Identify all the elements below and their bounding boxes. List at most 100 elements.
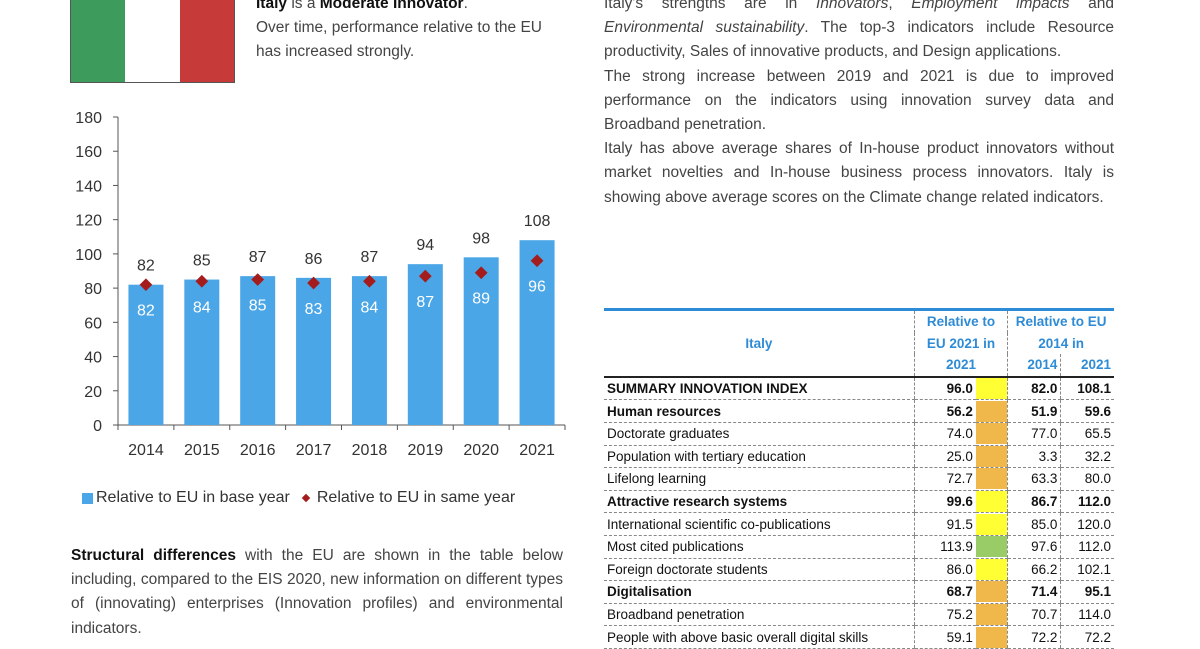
relative-2021-value: 25.0 xyxy=(913,445,976,469)
performance-color-cell xyxy=(975,445,1008,469)
value-2021: 112.0 xyxy=(1060,535,1114,559)
value-2014: 85.0 xyxy=(1007,512,1061,536)
value-2014: 72.2 xyxy=(1007,625,1061,649)
table-row: Most cited publications 113.9 97.6 112.0 xyxy=(604,535,1114,559)
same-year-value-label: 83 xyxy=(305,301,323,318)
innovator-category: Moderate Innovator xyxy=(319,0,464,12)
italy-flag xyxy=(70,0,235,83)
value-2014: 86.7 xyxy=(1007,490,1061,514)
x-tick-label: 2017 xyxy=(296,442,332,459)
value-2014: 3.3 xyxy=(1007,445,1061,469)
bar-value-label: 98 xyxy=(472,230,490,247)
p1-comma: , xyxy=(888,0,912,12)
x-tick-label: 2021 xyxy=(519,442,555,459)
flag-green-stripe xyxy=(71,0,126,82)
x-tick-label: 2015 xyxy=(184,442,220,459)
table-country-header: Italy xyxy=(604,307,915,378)
flag-white-stripe xyxy=(125,0,180,82)
value-2014: 82.0 xyxy=(1007,376,1061,401)
y-tick-label: 0 xyxy=(93,418,102,435)
bar-value-label: 87 xyxy=(249,249,267,266)
value-2021: 80.0 xyxy=(1060,467,1114,491)
performance-color-cell xyxy=(975,580,1008,604)
chart-legend: Relative to EU in base year Relative to … xyxy=(82,489,515,507)
table-row: Attractive research systems 99.6 86.7 112.0 xyxy=(604,490,1114,514)
y-tick-label: 180 xyxy=(75,110,102,127)
value-2014: 63.3 xyxy=(1007,467,1061,491)
p1-italic-employment: Employment impacts xyxy=(911,0,1070,12)
performance-swatch xyxy=(975,558,1008,580)
table-row: Foreign doctorate students 86.0 66.2 102.1 xyxy=(604,558,1114,582)
indicator-label: Digitalisation xyxy=(604,580,915,604)
legend-base-year: Relative to EU in base year xyxy=(96,489,290,506)
diamond-same-year xyxy=(251,273,265,286)
indicator-table: Italy Relative to Relative to EU EU 2021… xyxy=(604,307,1114,649)
diamond-same-year xyxy=(307,276,320,290)
bar-value-label: 94 xyxy=(416,237,434,254)
intro-period: . xyxy=(463,0,468,12)
bar-value-label: 87 xyxy=(361,249,379,266)
performance-color-cell xyxy=(975,376,1008,401)
bar-value-label: 82 xyxy=(137,258,155,275)
y-tick-label: 60 xyxy=(84,315,102,332)
performance-swatch xyxy=(975,400,1008,422)
performance-color-cell xyxy=(975,535,1008,559)
strengths-paragraph: Italy's strengths are in Innovators, Emp… xyxy=(604,0,1114,65)
relative-2021-value: 91.5 xyxy=(913,512,976,536)
indicator-label: Doctorate graduates xyxy=(604,422,915,446)
same-year-value-label: 82 xyxy=(137,303,155,320)
relative-2021-value: 72.7 xyxy=(913,467,976,491)
same-year-value-label: 84 xyxy=(193,299,211,316)
table-row: Doctorate graduates 74.0 77.0 65.5 xyxy=(604,422,1114,446)
legend-same-year: Relative to EU in same year xyxy=(316,489,516,506)
relative-2021-value: 99.6 xyxy=(913,490,976,514)
header-relbase-line1: Relative to EU xyxy=(1007,307,1114,333)
intro-is-a: is a xyxy=(287,0,320,12)
table-row: International scientific co-publications… xyxy=(604,512,1114,536)
diamond-same-year xyxy=(474,266,488,280)
table-row: SUMMARY INNOVATION INDEX 96.0 82.0 108.1 xyxy=(604,376,1114,401)
indicator-label: Foreign doctorate students xyxy=(604,558,915,582)
p1-end: . The top-3 indicators include Resource … xyxy=(604,19,1115,61)
bar-base-year xyxy=(351,276,387,425)
performance-swatch xyxy=(975,626,1008,648)
relative-2021-value: 68.7 xyxy=(913,580,976,604)
same-year-value-label: 89 xyxy=(472,291,490,308)
table-row: Broadband penetration 75.2 70.7 114.0 xyxy=(604,603,1114,627)
p1-italic-environment: Environmental sustainability xyxy=(604,19,805,37)
x-tick-label: 2014 xyxy=(128,442,164,459)
value-2021: 114.0 xyxy=(1060,603,1114,627)
performance-bar-chart: 0 20 40 60 80 100 120 140 160 180 82 82 2014 85 84 2015… xyxy=(75,110,566,459)
bar-value-label: 85 xyxy=(193,253,211,270)
same-year-value-label: 87 xyxy=(416,294,434,311)
value-2021: 112.0 xyxy=(1060,490,1114,514)
value-2021: 32.2 xyxy=(1060,445,1114,469)
relative-2021-value: 96.0 xyxy=(913,376,976,401)
indicator-label: Population with tertiary education xyxy=(604,445,915,469)
indicator-label: Most cited publications xyxy=(604,535,915,559)
performance-swatch xyxy=(975,423,1008,445)
bar-base-year xyxy=(128,284,164,425)
same-year-value-label: 96 xyxy=(528,279,546,296)
relative-2021-value: 75.2 xyxy=(913,603,976,627)
performance-color-cell xyxy=(975,467,1008,491)
x-tick-label: 2016 xyxy=(240,442,276,459)
relative-2021-value: 86.0 xyxy=(913,558,976,582)
p1-and: and xyxy=(1069,0,1114,12)
value-2021: 72.2 xyxy=(1060,625,1114,649)
table-row: People with above basic overall digital … xyxy=(604,625,1114,649)
value-2021: 65.5 xyxy=(1060,422,1114,446)
performance-color-cell xyxy=(975,399,1008,423)
indicator-label: SUMMARY INNOVATION INDEX xyxy=(604,376,915,401)
same-year-value-label: 84 xyxy=(361,299,379,316)
relative-2021-value: 59.1 xyxy=(913,625,976,649)
indicator-label: People with above basic overall digital … xyxy=(604,625,915,649)
performance-color-cell xyxy=(975,490,1008,514)
diamond-same-year xyxy=(363,274,376,288)
performance-swatch xyxy=(975,513,1008,535)
value-2014: 51.9 xyxy=(1007,399,1061,423)
strengths-text: Italy's strengths are in Innovators, Emp… xyxy=(604,0,1114,210)
value-2014: 70.7 xyxy=(1007,603,1061,627)
y-tick-label: 160 xyxy=(75,144,102,161)
table-row: Human resources 56.2 51.9 59.6 xyxy=(604,399,1114,423)
